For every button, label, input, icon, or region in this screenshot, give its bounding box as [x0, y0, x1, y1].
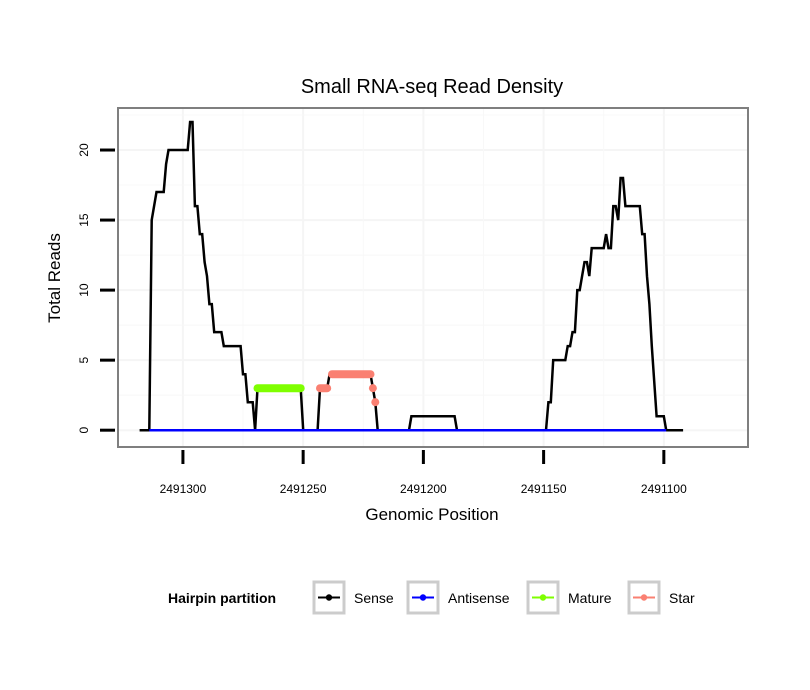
y-tick-label: 10 [77, 283, 91, 297]
x-tick-label: 2491300 [160, 482, 207, 496]
legend-label: Star [669, 590, 695, 606]
legend-item-sense: Sense [312, 580, 394, 615]
legend-key-point [325, 594, 333, 601]
legend-key-point [640, 594, 648, 601]
legend-item-star: Star [627, 580, 695, 615]
legend-key-point [419, 594, 427, 601]
series-star-point [371, 398, 380, 407]
panel-background [118, 108, 748, 447]
grid [118, 108, 748, 447]
plot-panel [118, 108, 748, 447]
legend: Hairpin partition Sense Antisense Mature Sta… [168, 580, 695, 615]
x-axis: 2491300 2491250 2491200 2491150 2491100 [160, 450, 687, 496]
y-tick-label: 20 [77, 143, 91, 157]
legend-item-antisense: Antisense [406, 580, 510, 615]
x-tick-label: 2491200 [400, 482, 447, 496]
data-marks [139, 120, 684, 432]
panel-border [117, 107, 749, 448]
y-tick-label: 15 [77, 213, 91, 227]
legend-item-mature: Mature [526, 580, 612, 615]
y-axis-title: Total Reads [45, 233, 64, 323]
legend-label: Sense [354, 590, 394, 606]
series-star-point [368, 384, 377, 393]
x-tick-label: 2491150 [521, 482, 567, 496]
series-sense-line [139, 120, 684, 432]
legend-title: Hairpin partition [168, 590, 276, 606]
legend-label: Antisense [448, 590, 510, 606]
x-axis-title: Genomic Position [365, 505, 498, 524]
y-tick-label: 5 [77, 356, 91, 363]
legend-label: Mature [568, 590, 612, 606]
x-tick-label: 2491100 [641, 482, 687, 496]
legend-key-point [539, 594, 547, 601]
x-tick-label: 2491250 [280, 482, 327, 496]
y-tick-label: 0 [77, 427, 91, 434]
y-axis: 0 5 10 15 20 [77, 143, 115, 434]
chart-title: Small RNA-seq Read Density [301, 76, 563, 98]
